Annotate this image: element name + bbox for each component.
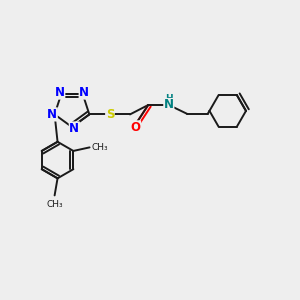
- Text: CH₃: CH₃: [91, 142, 108, 152]
- Text: N: N: [69, 122, 79, 135]
- Text: O: O: [130, 121, 141, 134]
- Text: CH₃: CH₃: [46, 200, 63, 209]
- Text: N: N: [79, 86, 89, 99]
- Text: N: N: [55, 86, 65, 99]
- Text: N: N: [164, 98, 174, 112]
- Text: H: H: [165, 94, 172, 103]
- Text: S: S: [106, 108, 114, 121]
- Text: N: N: [47, 108, 57, 121]
